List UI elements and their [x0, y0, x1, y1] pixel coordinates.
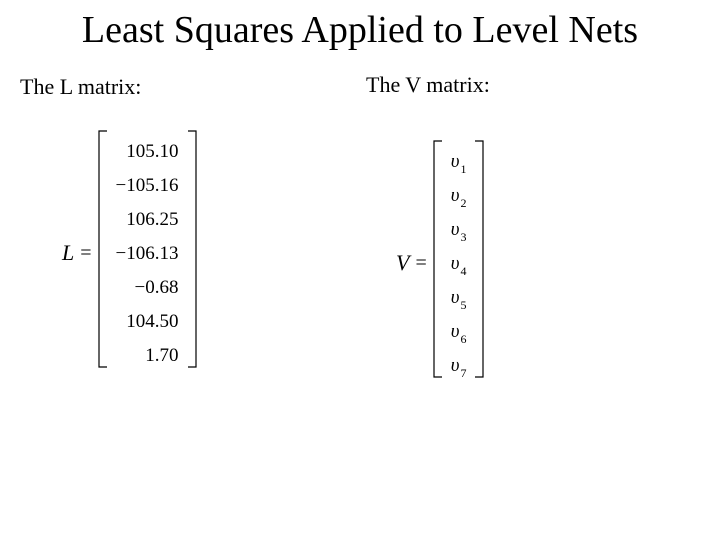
l-equals: = — [80, 242, 91, 265]
l-entry: −105.16 — [116, 176, 179, 195]
v-sub: 3 — [460, 231, 466, 243]
v-entry: υ6 — [451, 322, 467, 341]
v-bracket-left — [433, 140, 443, 378]
v-entry: υ5 — [451, 288, 467, 307]
v-sub: 4 — [460, 265, 466, 277]
l-bracket-left — [98, 130, 108, 368]
v-sub: 1 — [460, 163, 466, 175]
v-entry: υ1 — [451, 152, 467, 171]
v-sub: 7 — [460, 367, 466, 379]
v-entry: υ3 — [451, 220, 467, 239]
v-symbol: υ — [451, 288, 460, 307]
v-matrix: υ1 υ2 υ3 υ4 υ5 υ6 υ7 — [433, 140, 485, 386]
v-symbol: υ — [451, 356, 460, 375]
page-title: Least Squares Applied to Level Nets — [0, 8, 720, 52]
l-lhs: L — [62, 240, 74, 266]
v-matrix-equation: V = υ1 υ2 υ3 υ4 υ5 υ6 υ7 — [396, 140, 484, 386]
l-entry: 105.10 — [116, 142, 179, 161]
l-matrix-heading: The L matrix: — [20, 74, 141, 100]
l-matrix: 105.10 −105.16 106.25 −106.13 −0.68 104.… — [98, 130, 197, 376]
v-entry: υ7 — [451, 356, 467, 375]
l-entry: −0.68 — [116, 278, 179, 297]
v-sub: 6 — [460, 333, 466, 345]
v-entry: υ4 — [451, 254, 467, 273]
l-entry: 106.25 — [116, 210, 179, 229]
v-symbol: υ — [451, 322, 460, 341]
v-matrix-heading: The V matrix: — [366, 72, 490, 98]
v-equals: = — [415, 252, 426, 275]
v-lhs: V — [396, 250, 409, 276]
v-symbol: υ — [451, 152, 460, 171]
v-matrix-column: υ1 υ2 υ3 υ4 υ5 υ6 υ7 — [443, 140, 475, 386]
v-sub: 5 — [460, 299, 466, 311]
slide: Least Squares Applied to Level Nets The … — [0, 0, 720, 540]
l-matrix-equation: L = 105.10 −105.16 106.25 −106.13 −0.68 … — [62, 130, 197, 376]
v-sub: 2 — [460, 197, 466, 209]
v-entry: υ2 — [451, 186, 467, 205]
l-entry: 1.70 — [116, 346, 179, 365]
l-entry: 104.50 — [116, 312, 179, 331]
v-bracket-right — [474, 140, 484, 378]
l-entry: −106.13 — [116, 244, 179, 263]
v-symbol: υ — [451, 220, 460, 239]
l-matrix-column: 105.10 −105.16 106.25 −106.13 −0.68 104.… — [108, 130, 187, 376]
v-symbol: υ — [451, 254, 460, 273]
v-symbol: υ — [451, 186, 460, 205]
l-bracket-right — [187, 130, 197, 368]
